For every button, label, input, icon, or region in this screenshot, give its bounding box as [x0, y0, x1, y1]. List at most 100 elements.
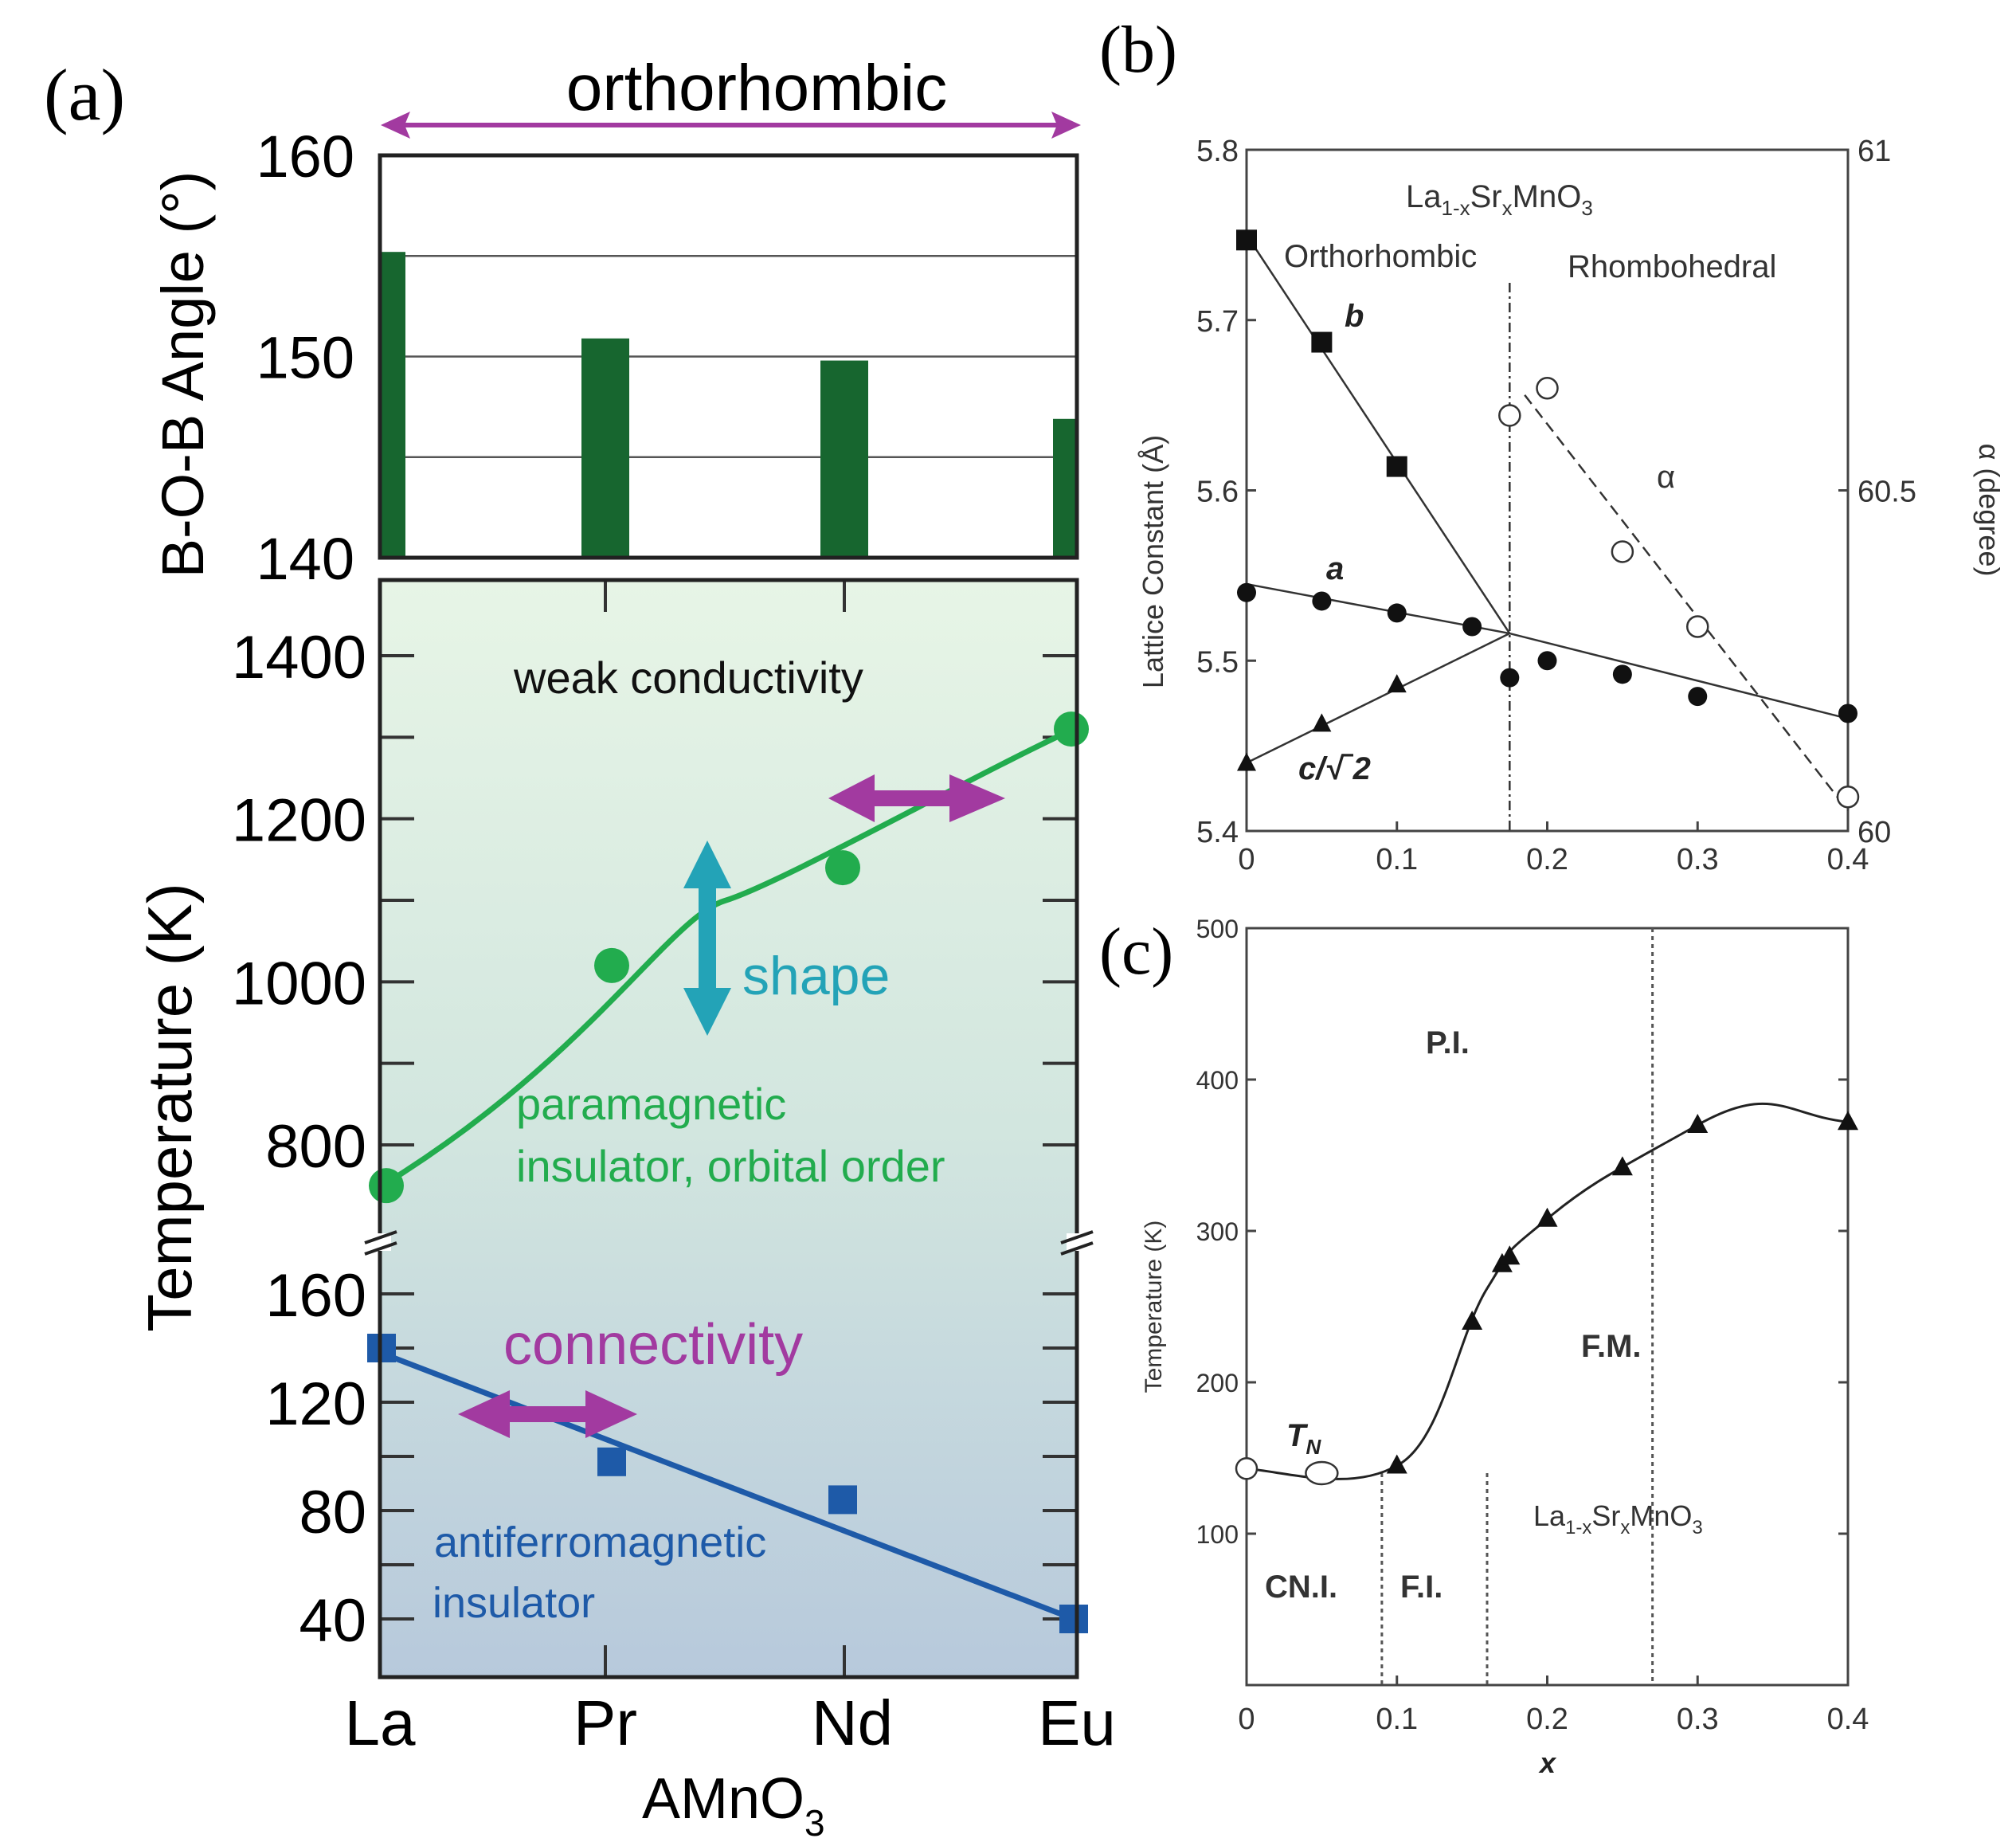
b-ylabel-right: α (degree) — [1973, 444, 2006, 577]
antiferromagnetic-label-line1: antiferromagnetic — [434, 1519, 766, 1566]
temp-ytick-label-high: 1400 — [232, 624, 366, 692]
bar-ylabel: B-O-B Angle (°) — [150, 171, 216, 578]
c-xtick-label: 0.1 — [1376, 1703, 1418, 1736]
c-point-tc — [1386, 1454, 1407, 1474]
temperature-chart-frame — [378, 578, 1079, 1679]
b-point-a — [1838, 704, 1857, 723]
c-ytick-label: 300 — [1196, 1217, 1239, 1246]
b-point-a — [1312, 591, 1332, 611]
b-point-a — [1387, 603, 1407, 623]
b-point-a — [1537, 651, 1557, 671]
b-ytick-label: 5.6 — [1196, 476, 1239, 509]
b-xtick-label: 0.3 — [1677, 843, 1719, 876]
b-point-alpha — [1686, 615, 1709, 638]
b-xtick-label: 0.1 — [1376, 843, 1418, 876]
b-point-b — [1311, 331, 1333, 353]
bar-Pr — [581, 338, 629, 558]
temp-ytick-label-low: 40 — [299, 1587, 366, 1655]
b-point-b — [1386, 456, 1407, 477]
panel-b-frame — [1245, 148, 1850, 833]
b-point-alpha — [1611, 540, 1634, 563]
b-xtick-label: 0.4 — [1827, 843, 1869, 876]
shape-arrow — [683, 841, 731, 1036]
temp-ytick-label-low: 160 — [265, 1262, 366, 1330]
b-ytick-label: 5.8 — [1196, 135, 1239, 168]
paramagnetic-point-Nd — [825, 850, 860, 886]
c-ytick-label: 400 — [1196, 1066, 1239, 1095]
b-y2tick-label: 60 — [1857, 816, 1891, 849]
b-rhombohedral-label: Rhombohedral — [1568, 249, 1776, 284]
c-tn-label: TN — [1286, 1418, 1321, 1459]
temp-ytick-label-low: 120 — [265, 1370, 366, 1438]
c-fm-label: F.M. — [1581, 1329, 1642, 1364]
c-point-tc — [1536, 1207, 1558, 1227]
orthorhombic-arrow — [381, 112, 1081, 139]
temp-ytick-label-low: 80 — [299, 1479, 366, 1546]
temp-ytick-label-high: 800 — [265, 1113, 366, 1181]
connectivity-arrow-low — [458, 1390, 637, 1438]
a-xlabel: AMnO3 — [642, 1767, 825, 1844]
c-xtick-label: 0.2 — [1526, 1703, 1568, 1736]
b-point-c — [1237, 752, 1256, 771]
panel-a: (a) orthorhombic 140 150 160 B-O-B Angle (… — [44, 52, 1116, 1844]
temperature-chart: 800 1000 1200 1400 40 80 120 160 Temperature (K… — [135, 578, 1094, 1679]
c-point-tc — [1462, 1311, 1483, 1330]
c-fi-label: F.I. — [1400, 1570, 1443, 1605]
c-ytick-label: 500 — [1196, 915, 1239, 943]
connectivity-label: connectivity — [503, 1313, 803, 1377]
panel-c-label: (c) — [1099, 915, 1173, 989]
a-xtick-label-Eu: Eu — [1038, 1687, 1116, 1758]
connectivity-arrow-high — [828, 774, 1005, 822]
c-point-tc — [1611, 1156, 1633, 1176]
a-xtick-label-Pr: Pr — [573, 1687, 637, 1758]
panel-c: (c) 0 0.1 0.2 0.3 0.4 100 200 300 400 500 Tempera… — [1099, 915, 1869, 1779]
b-fit-line-alpha — [1524, 394, 1849, 812]
bar-La — [380, 252, 405, 558]
b-title: La1-xSrxMnO3 — [1406, 179, 1593, 220]
panel-b-label: (b) — [1099, 13, 1177, 87]
b-point-alpha — [1498, 404, 1521, 427]
bar-Nd — [820, 360, 868, 558]
c-point-tn — [1235, 1457, 1259, 1480]
panel-b: (b) 0 0.1 0.2 0.3 0.4 5.4 5.5 5.6 5.7 5.8 60 60.5 61… — [1099, 13, 2006, 876]
c-ylabel: Temperature (K) — [1141, 1221, 1167, 1393]
bar-ytick-label: 160 — [256, 123, 354, 190]
b-xtick-label: 0.2 — [1526, 843, 1568, 876]
afm-point-Nd — [828, 1485, 857, 1515]
paramagnetic-point-Pr — [594, 947, 629, 983]
antiferromagnetic-label-line2: insulator — [433, 1579, 595, 1627]
b-ytick-label: 5.5 — [1196, 645, 1239, 679]
shape-label: shape — [742, 946, 890, 1006]
afm-point-Eu — [1059, 1605, 1088, 1633]
c-xtick-label: 0.4 — [1827, 1703, 1869, 1736]
b-point-a — [1612, 664, 1632, 684]
b-point-alpha — [1536, 377, 1559, 400]
c-pi-label: P.I. — [1426, 1025, 1470, 1060]
b-point-c — [1312, 713, 1332, 732]
c-xlabel: x — [1538, 1746, 1557, 1779]
b-xtick-label: 0 — [1238, 843, 1255, 876]
b-point-b — [1236, 229, 1257, 251]
temperature-ylabel: Temperature (K) — [135, 883, 205, 1332]
b-y2tick-label: 60.5 — [1857, 476, 1916, 509]
axis-break-right — [1060, 1230, 1094, 1256]
b-ylabel-left: Lattice Constant (Å) — [1137, 435, 1169, 688]
b-point-a — [1237, 582, 1256, 602]
b-orthorhombic-label: Orthorhombic — [1284, 239, 1477, 274]
bar-Eu — [1053, 418, 1077, 558]
c-compound-label: La1-xSrxMnO3 — [1533, 1499, 1703, 1538]
bar-ytick-label: 140 — [256, 526, 354, 592]
afm-point-Pr — [597, 1447, 626, 1476]
b-ytick-label: 5.7 — [1196, 305, 1239, 339]
axis-break-left — [364, 1230, 397, 1256]
c-ytick-label: 100 — [1196, 1520, 1239, 1549]
temp-ytick-label-high: 1200 — [232, 787, 366, 855]
b-series-b-label: b — [1345, 299, 1364, 334]
panel-c-frame — [1245, 927, 1850, 1687]
b-point-a — [1500, 668, 1520, 688]
b-y2tick-label: 61 — [1857, 135, 1891, 168]
paramagnetic-point-La — [369, 1168, 404, 1204]
c-xtick-label: 0.3 — [1677, 1703, 1719, 1736]
b-series-a-label: a — [1326, 551, 1344, 586]
